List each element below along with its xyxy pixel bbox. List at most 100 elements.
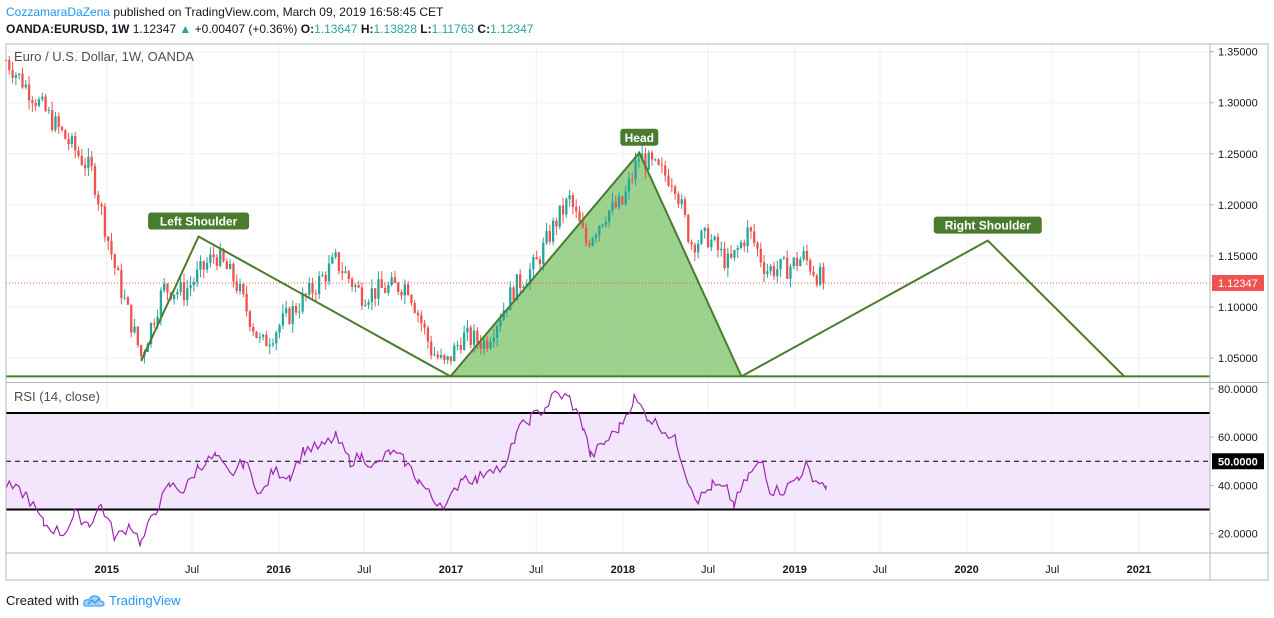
candle-body: [11, 69, 14, 78]
candle: [331, 252, 334, 265]
candle-body: [528, 269, 532, 284]
candle: [311, 277, 314, 299]
candle: [166, 283, 169, 301]
candle-body: [677, 194, 680, 205]
rsi-title: RSI (14, close): [14, 389, 100, 404]
candle-body: [476, 330, 479, 343]
candle: [54, 111, 57, 133]
candle: [294, 302, 298, 316]
candle-body: [116, 267, 120, 271]
author-link[interactable]: CozzamaraDaZena: [6, 5, 111, 19]
candle-body: [601, 224, 604, 226]
candle-body: [248, 311, 252, 328]
candle-body: [163, 283, 166, 291]
candle-body: [403, 284, 406, 296]
candle-body: [453, 345, 456, 362]
candle-body: [522, 286, 525, 288]
last-price-badge: [1212, 274, 1264, 291]
price-chart[interactable]: 1.35000 1.30000 1.25000 1.20000 1.15000 1.100…: [0, 40, 1274, 585]
candle-body: [634, 160, 637, 180]
candle: [60, 125, 64, 133]
pattern-line[interactable]: [449, 150, 743, 378]
candle-body: [776, 269, 779, 277]
candle: [486, 336, 489, 352]
candle-body: [245, 293, 248, 312]
candle-body: [670, 185, 673, 187]
candle-body: [110, 240, 113, 255]
candle-body: [192, 282, 196, 286]
candle-body: [133, 326, 136, 333]
candle-body: [624, 191, 627, 205]
candle-body: [792, 257, 795, 267]
candle-body: [486, 340, 489, 349]
candle: [245, 285, 248, 317]
candle: [308, 277, 311, 298]
candle-body: [654, 159, 657, 161]
candle-body: [565, 199, 568, 215]
candle-body: [54, 116, 57, 130]
candle-body: [50, 110, 54, 130]
candle: [822, 262, 825, 290]
candle: [743, 239, 746, 252]
pattern-label-box[interactable]: [148, 212, 250, 230]
pattern-label-box[interactable]: [933, 216, 1042, 234]
candle: [252, 323, 255, 337]
candle: [420, 310, 423, 332]
candle: [667, 168, 670, 188]
candle-body: [334, 252, 337, 257]
candle: [749, 226, 753, 240]
candle: [139, 344, 143, 360]
candle-body: [304, 293, 308, 295]
candle-body: [621, 196, 624, 205]
candle: [18, 72, 21, 80]
tradingview-link[interactable]: TradingView: [108, 593, 181, 608]
candle: [97, 191, 100, 211]
candle-body: [693, 244, 697, 253]
candle-body: [344, 271, 347, 274]
candle-body: [640, 153, 644, 160]
candle-body: [136, 326, 139, 346]
candle: [31, 96, 34, 112]
candle-body: [120, 270, 123, 298]
candle-body: [436, 354, 439, 358]
candle: [614, 195, 617, 209]
pattern-label-box[interactable]: [620, 128, 659, 146]
candle: [532, 254, 535, 278]
candle: [337, 251, 341, 275]
candle-body: [278, 325, 281, 333]
candle-body: [716, 236, 720, 251]
candle-body: [406, 284, 410, 296]
candle: [710, 234, 713, 252]
time-tick-label: Jul: [529, 564, 543, 576]
candle: [706, 224, 710, 249]
candle: [624, 185, 627, 206]
candle-body: [8, 60, 11, 70]
candle-body: [261, 334, 265, 337]
candle-body: [598, 225, 601, 235]
candle: [275, 330, 278, 351]
candle: [789, 263, 792, 288]
pattern-line[interactable]: [741, 239, 1126, 378]
candle: [769, 263, 772, 276]
candle: [265, 331, 268, 347]
candle-body: [182, 281, 186, 301]
candle: [228, 259, 232, 270]
time-tick-label: 2019: [782, 564, 806, 576]
pattern-line[interactable]: [140, 235, 451, 378]
candle-body: [228, 263, 232, 269]
candle-body: [350, 279, 354, 287]
candle: [482, 337, 486, 355]
candle: [87, 148, 90, 177]
candle: [759, 242, 762, 268]
candle: [430, 335, 433, 360]
candle: [462, 325, 466, 351]
candle-body: [571, 195, 575, 207]
candle-body: [664, 165, 667, 176]
candle: [37, 96, 41, 108]
candle-body: [413, 302, 416, 313]
candle-body: [41, 96, 44, 100]
candle-body: [139, 345, 143, 357]
candle: [334, 249, 337, 260]
candle-body: [499, 320, 502, 327]
candle-body: [680, 199, 683, 205]
